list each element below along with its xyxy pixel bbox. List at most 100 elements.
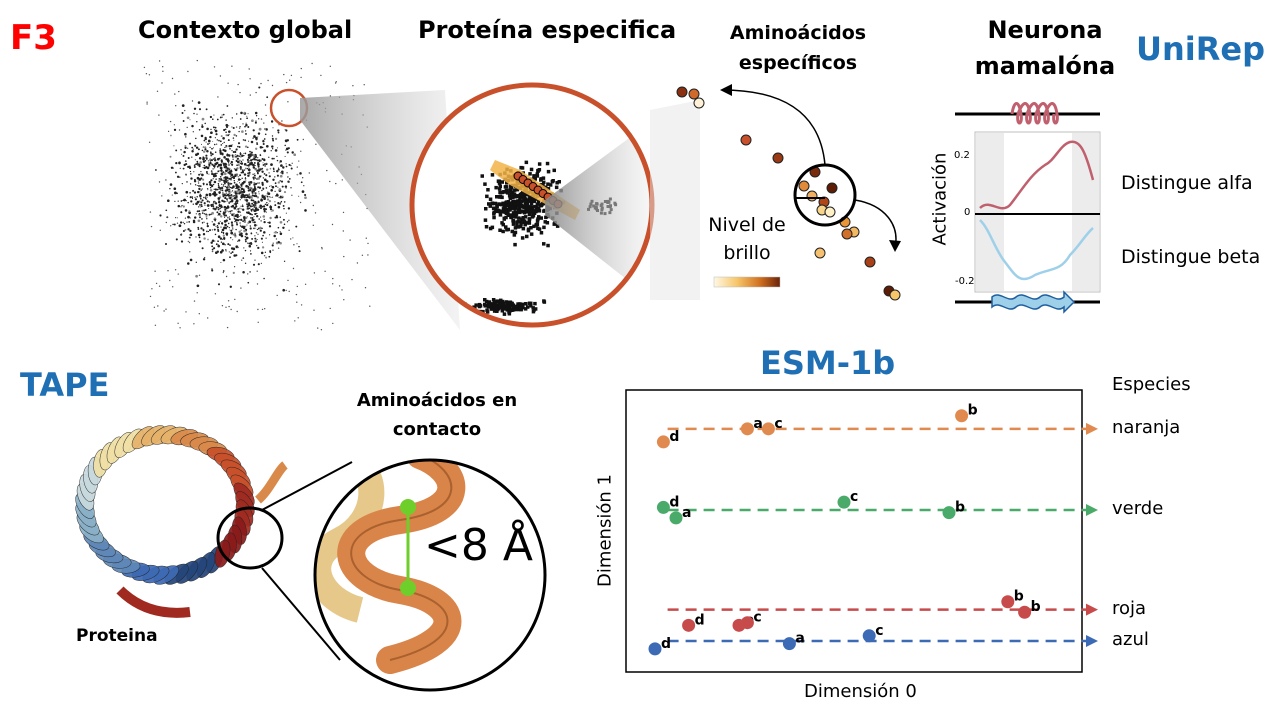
cloud-dot	[197, 182, 200, 184]
cloud-dot	[232, 137, 235, 139]
protein-dot	[542, 180, 546, 185]
protein-dot	[508, 309, 512, 313]
cloud-dot	[252, 208, 254, 211]
activation-axis-label: Activación	[929, 152, 951, 246]
cloud-dot	[196, 284, 200, 288]
protein-dot	[531, 309, 536, 314]
cloud-dot	[278, 188, 282, 191]
ring-protein-ribbon	[75, 425, 289, 618]
cloud-dot	[236, 215, 239, 219]
point-label: c	[875, 623, 883, 639]
beta-label: Distingue beta	[1121, 246, 1261, 268]
cloud-dot	[196, 160, 199, 163]
cloud-dot	[248, 140, 250, 142]
cloud-dot	[205, 158, 208, 160]
protein-dot	[554, 185, 559, 190]
cloud-dot	[241, 225, 244, 228]
cloud-dot	[271, 137, 274, 140]
cloud-dot	[301, 190, 305, 193]
cloud-dot	[234, 214, 238, 218]
cloud-dot	[228, 130, 231, 133]
cloud-dot	[199, 173, 202, 175]
cloud-dot	[183, 222, 186, 225]
cloud-dot	[271, 84, 274, 87]
protein-dot	[514, 201, 518, 205]
cloud-dot	[297, 317, 299, 319]
cloud-dot	[246, 202, 249, 205]
cloud-dot	[277, 129, 280, 132]
beta-strand-icon	[991, 290, 1076, 314]
cloud-dot	[304, 283, 307, 285]
cloud-dot	[261, 205, 264, 208]
point-label: c	[753, 610, 761, 626]
cloud-dot	[232, 126, 235, 130]
cloud-dot	[233, 232, 237, 235]
protein-dot	[512, 233, 517, 237]
cloud-dot	[166, 216, 168, 218]
cloud-dot	[154, 324, 157, 326]
cloud-dot	[203, 166, 206, 170]
cloud-dot	[361, 254, 364, 256]
protein-dot	[548, 183, 553, 187]
protein-dot	[516, 203, 520, 207]
legend-entry-naranja: naranja	[1112, 416, 1181, 438]
cloud-dot	[363, 84, 365, 86]
cloud-dot	[281, 120, 283, 122]
cloud-dot	[277, 181, 280, 184]
species-arrow-roja	[1086, 603, 1098, 616]
cloud-dot	[277, 186, 279, 188]
protein-dot	[505, 306, 510, 311]
cloud-dot	[226, 105, 229, 107]
cloud-dot	[228, 168, 231, 170]
cloud-dot	[364, 287, 367, 289]
cloud-dot	[227, 210, 230, 213]
cloud-dot	[331, 223, 334, 226]
protein-dot	[508, 306, 512, 310]
cloud-dot	[211, 163, 214, 166]
cloud-dot	[218, 204, 221, 207]
cloud-dot	[242, 220, 245, 223]
species-arrow-azul	[1086, 635, 1098, 648]
cloud-dot	[186, 195, 188, 197]
cloud-dot	[284, 144, 286, 147]
cloud-dot	[201, 125, 204, 129]
cloud-dot	[239, 211, 241, 213]
point-verde-c	[837, 495, 851, 509]
cloud-dot	[277, 240, 281, 244]
cloud-dot	[255, 147, 258, 150]
cloud-dot	[293, 244, 295, 246]
cloud-dot	[196, 113, 198, 115]
cloud-dot	[245, 231, 247, 233]
cloud-dot	[199, 216, 201, 219]
protein-dot	[524, 302, 528, 306]
cloud-dot	[235, 126, 238, 128]
cloud-dot	[184, 132, 187, 136]
cloud-dot	[334, 82, 337, 84]
cloud-dot	[236, 190, 239, 193]
cloud-dot	[231, 126, 233, 128]
point-label: b	[968, 403, 978, 419]
protein-dot	[513, 195, 517, 199]
cloud-dot	[257, 168, 260, 170]
protein-dot	[536, 168, 540, 173]
cloud-dot	[267, 191, 269, 193]
cloud-dot	[326, 169, 328, 172]
cloud-dot	[158, 285, 161, 287]
cloud-dot	[170, 166, 174, 169]
cloud-dot	[238, 192, 241, 195]
cloud-dot	[231, 199, 233, 201]
protein-dot	[492, 215, 496, 220]
cloud-dot	[224, 208, 227, 211]
cloud-dot	[258, 186, 262, 189]
cloud-dot	[226, 326, 229, 329]
cloud-dot	[184, 209, 188, 212]
cloud-dot	[239, 224, 241, 226]
protein-dot	[546, 187, 551, 191]
cloud-dot	[300, 67, 302, 70]
protein-dot	[518, 302, 522, 306]
cloud-dot	[262, 215, 266, 218]
cloud-dot	[253, 192, 255, 194]
cloud-dot	[262, 205, 266, 208]
cloud-dot	[258, 159, 261, 162]
cloud-dot	[283, 223, 286, 226]
